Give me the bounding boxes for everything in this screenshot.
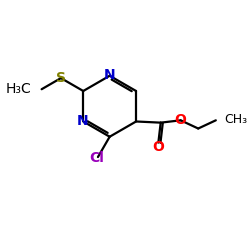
Text: O: O bbox=[152, 140, 164, 154]
Text: O: O bbox=[175, 113, 186, 127]
Text: N: N bbox=[104, 68, 116, 82]
Text: CH₃: CH₃ bbox=[225, 113, 248, 126]
Text: S: S bbox=[56, 71, 66, 85]
Text: N: N bbox=[76, 114, 88, 128]
Text: Cl: Cl bbox=[89, 151, 104, 165]
Text: H₃C: H₃C bbox=[5, 82, 31, 96]
